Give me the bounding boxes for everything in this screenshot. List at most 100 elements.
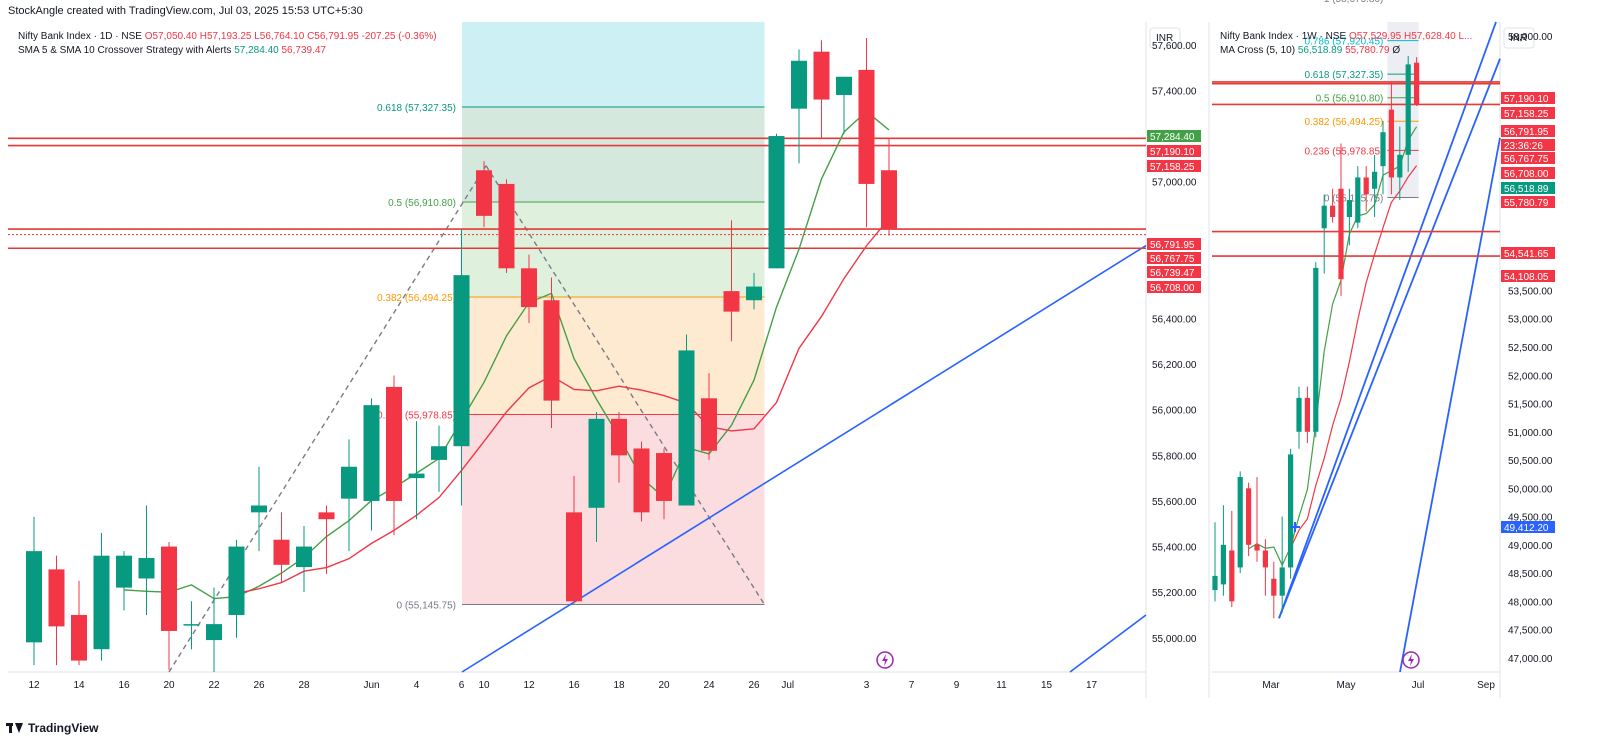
daily-candle-27: [633, 441, 650, 522]
weekly-trend-line-3: [1399, 137, 1501, 673]
weekly-price-tag-4: 56,767.75: [1501, 152, 1555, 165]
daily-time-label-4: 22: [208, 680, 220, 691]
daily-candle-20: [476, 161, 492, 228]
daily-candle-body-25: [588, 418, 605, 508]
daily-price-tag-3: 56,791.95: [1147, 238, 1201, 251]
weekly-price-tag-7-bg: [1501, 196, 1555, 208]
daily-price-tag-3-text: 56,791.95: [1150, 240, 1195, 251]
daily-price-label-3: 55,600.00: [1152, 497, 1197, 508]
daily-candle-body-6: [161, 546, 177, 631]
daily-price-tag-0: 57,284.40: [1147, 130, 1201, 143]
daily-time-label-17: Jul: [781, 680, 794, 691]
weekly-candle-0: [1212, 522, 1218, 602]
daily-price-tag-5-text: 56,739.47: [1150, 268, 1195, 279]
daily-indicator-legend: SMA 5 & SMA 10 Crossover Strategy with A…: [18, 45, 326, 56]
daily-candle-body-18: [431, 446, 447, 460]
weekly-price-tag-0-text: 57,190.10: [1504, 94, 1549, 105]
daily-time-label-19: 7: [909, 680, 915, 691]
daily-time-label-10: 10: [478, 680, 490, 691]
fib-label-1: 0.5 (56,910.80): [388, 198, 456, 209]
daily-currency-box: [1149, 27, 1181, 49]
daily-candle-body-35: [813, 51, 830, 100]
weekly-candle-19: [1372, 154, 1378, 217]
weekly-candle-4: [1246, 482, 1252, 557]
daily-candle-7: [183, 601, 200, 650]
daily-price-tag-1-text: 57,190.10: [1150, 147, 1195, 158]
footer-brand: TradingView: [6, 718, 98, 738]
weekly-candle-body-7: [1271, 578, 1277, 596]
weekly-price-tag-10: 49,412.20: [1501, 521, 1555, 534]
daily-candle-body-7: [183, 624, 200, 626]
daily-price-tag-2-text: 57,158.25: [1150, 162, 1195, 173]
weekly-price-label-1: 47,500.00: [1508, 626, 1553, 637]
weekly-candle-body-21: [1388, 109, 1394, 178]
weekly-price-tag-3: 23:36:26: [1501, 139, 1555, 152]
weekly-time-label-1: May: [1337, 680, 1356, 691]
daily-candle-body-1: [48, 569, 65, 627]
weekly-price-tag-8-bg: [1501, 247, 1555, 259]
daily-indicator-name: SMA 5 & SMA 10 Crossover Strategy with A…: [18, 45, 232, 56]
weekly-price-label-2: 48,000.00: [1508, 597, 1553, 608]
weekly-candle-9: [1288, 448, 1294, 579]
weekly-candle-15: [1338, 143, 1344, 297]
weekly-price-tag-9: 54,108.05: [1501, 270, 1555, 283]
weekly-fib-label-6: 0 (55,145.75): [1324, 193, 1384, 204]
weekly-indicator-name: MA Cross (5, 10): [1220, 45, 1296, 56]
weekly-price-tag-1-bg: [1501, 107, 1555, 119]
daily-candle-body-12: [296, 546, 312, 568]
daily-candle-26: [611, 412, 627, 483]
daily-time-label-14: 20: [658, 680, 670, 691]
weekly-price-tag-5: 56,708.00: [1501, 167, 1555, 180]
weekly-candle-21: [1388, 81, 1394, 195]
weekly-price-label-8: 51,000.00: [1508, 428, 1553, 439]
weekly-candle-body-9: [1288, 454, 1294, 568]
weekly-symbol: Nifty Bank Index · 1W · NSE: [1220, 31, 1347, 42]
daily-candle-body-2: [71, 614, 87, 661]
daily-time-label-11: 12: [523, 680, 535, 691]
weekly-price-tag-6-bg: [1501, 182, 1555, 194]
daily-price-tag-1: 57,190.10: [1147, 145, 1201, 158]
fib-label-0: 0.618 (57,327.35): [377, 103, 456, 114]
daily-price-tag-5-bg: [1147, 266, 1201, 278]
daily-candle-body-26: [611, 418, 627, 456]
daily-candle-1: [48, 555, 65, 666]
daily-candle-31: [723, 220, 740, 342]
daily-candle-6: [161, 542, 177, 670]
weekly-price-tag-4-bg: [1501, 152, 1555, 164]
weekly-price-label-14: 58,000.00: [1508, 32, 1553, 43]
daily-candle-36: [836, 76, 852, 134]
daily-time-label-22: 15: [1041, 680, 1053, 691]
daily-candle-body-5: [138, 557, 155, 579]
weekly-price-tag-8: 54,541.65: [1501, 247, 1555, 260]
weekly-candle-11: [1304, 386, 1310, 444]
daily-candle-21: [498, 179, 515, 273]
daily-time-label-23: 17: [1086, 680, 1098, 691]
daily-price-label-8: 57,000.00: [1152, 178, 1197, 189]
weekly-sma5-line: [1248, 126, 1418, 567]
daily-price-tag-6: 56,708.00: [1147, 281, 1201, 294]
weekly-price-tag-4-text: 56,767.75: [1504, 154, 1549, 165]
weekly-candle-16: [1346, 188, 1352, 246]
daily-candle-22: [521, 254, 537, 324]
daily-candle-12: [296, 526, 312, 593]
daily-price-tag-4-bg: [1147, 252, 1201, 264]
weekly-price-label-11: 52,500.00: [1508, 343, 1553, 354]
daily-sma10-line: [236, 218, 890, 595]
daily-candle-34: [791, 49, 807, 164]
daily-candle-body-33: [768, 136, 785, 269]
daily-time-label-18: 3: [864, 680, 870, 691]
attribution-text: StockAngle created with TradingView.com,…: [8, 5, 363, 17]
weekly-indicator-legend: MA Cross (5, 10) 56,518.89 55,780.79 Ø: [1220, 45, 1400, 56]
daily-candle-body-17: [408, 473, 425, 479]
weekly-event-icon: [1402, 651, 1420, 669]
daily-time-label-13: 18: [613, 680, 625, 691]
daily-candle-body-11: [273, 539, 290, 565]
daily-candle-body-3: [93, 555, 110, 650]
daily-candle-25: [588, 412, 605, 542]
weekly-price-label-10: 52,000.00: [1508, 371, 1553, 382]
weekly-currency-label: INR: [1510, 33, 1527, 44]
daily-candle-body-34: [791, 60, 807, 109]
weekly-candle-body-8: [1279, 567, 1285, 596]
daily-candle-body-37: [858, 69, 875, 184]
